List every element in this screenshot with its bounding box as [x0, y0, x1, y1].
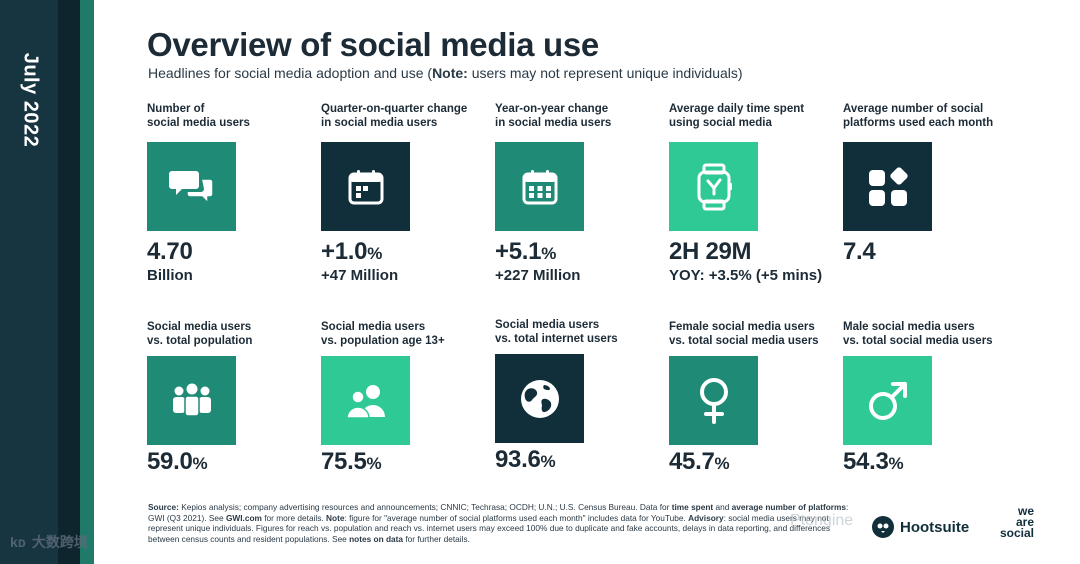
stat-value: 59.0% [147, 448, 208, 475]
stat-card-vs-population-13plus: Social media users vs. population age 13+… [321, 320, 491, 475]
stat-label: Year-on-year change in social media users [495, 103, 612, 129]
app-grid-icon [868, 166, 908, 206]
stat-value: 7.4 [843, 238, 876, 265]
watermark-logo-icon: kᴅ [10, 534, 26, 550]
users-icon [345, 384, 385, 419]
stat-tile [495, 142, 584, 231]
sidebar-stripe [58, 0, 80, 564]
male-symbol-icon [868, 381, 907, 420]
stat-label: Social media users vs. total internet use… [495, 319, 618, 345]
stat-card-vs-total-population: Social media users vs. total population 5… [147, 320, 317, 475]
stat-card-yoy-change: Year-on-year change in social media users… [495, 102, 665, 284]
stat-tile [843, 356, 932, 445]
calendar-year-icon [522, 169, 557, 204]
stat-card-vs-internet-users: Social media users vs. total internet use… [495, 318, 665, 473]
hootsuite-name: Hootsuite [900, 518, 970, 536]
stat-card-social-media-users: Number of social media users 4.70 Billion [147, 102, 317, 284]
stat-tile [843, 142, 932, 231]
stat-subvalue: Billion [147, 267, 193, 284]
stat-label: Quarter-on-quarter change in social media… [321, 103, 468, 129]
stat-tile [669, 356, 758, 445]
stat-value: 93.6% [495, 446, 556, 473]
stat-value: 2H 29M [669, 238, 752, 265]
stat-value: +1.0% [321, 238, 383, 265]
stat-tile [321, 142, 410, 231]
page-subtitle: Headlines for social media adoption and … [148, 65, 743, 81]
stat-label: Social media users vs. population age 13+ [321, 321, 445, 347]
smartwatch-icon [697, 163, 732, 210]
stat-subvalue: +227 Million [495, 267, 581, 284]
source-footnote: Source: Kepios analysis; company adverti… [148, 502, 849, 544]
stat-value: 4.70 [147, 238, 193, 265]
sidebar: July 2022 [0, 0, 94, 564]
stat-card-avg-platforms: Average number of social platforms used e… [843, 102, 1013, 265]
stat-value: 75.5% [321, 448, 382, 475]
report-date: July 2022 [19, 52, 42, 148]
stat-card-female-users: Female social media users vs. total socia… [669, 320, 839, 475]
watermark-ptengine: Ptengine [790, 512, 854, 529]
stat-label: Social media users vs. total population [147, 321, 253, 347]
stat-tile [669, 142, 758, 231]
stat-card-qoq-change: Quarter-on-quarter change in social media… [321, 102, 491, 284]
stat-tile [495, 354, 584, 443]
owl-icon [872, 516, 894, 538]
stat-value: +5.1% [495, 238, 557, 265]
stat-value: 54.3% [843, 448, 904, 475]
stat-card-daily-time: Average daily time spent using social med… [669, 102, 839, 284]
stat-subvalue: YOY: +3.5% (+5 mins) [669, 267, 823, 284]
stat-label: Average daily time spent using social med… [669, 103, 805, 129]
page-title: Overview of social media use [147, 26, 599, 63]
stat-label: Female social media users vs. total socia… [669, 321, 819, 347]
hootsuite-logo: Hootsuite [872, 516, 969, 538]
calendar-quarter-icon [348, 169, 383, 204]
speech-bubbles-icon [168, 170, 214, 205]
people-group-icon [172, 383, 211, 417]
stat-value: 45.7% [669, 448, 730, 475]
sidebar-accent-stripe [80, 0, 94, 564]
stat-label: Average number of social platforms used e… [843, 103, 994, 129]
watermark-dashukuajing: kᴅ 大数跨境 [10, 534, 88, 550]
female-symbol-icon [699, 377, 728, 424]
stat-label: Number of social media users [147, 103, 250, 129]
stat-tile [147, 142, 236, 231]
stat-label: Male social media users vs. total social … [843, 321, 993, 347]
stat-tile [147, 356, 236, 445]
we-are-social-logo: we are social [1000, 504, 1035, 540]
globe-icon [520, 379, 559, 418]
stat-card-male-users: Male social media users vs. total social … [843, 320, 1013, 475]
stat-subvalue: +47 Million [321, 267, 399, 284]
stat-tile [321, 356, 410, 445]
